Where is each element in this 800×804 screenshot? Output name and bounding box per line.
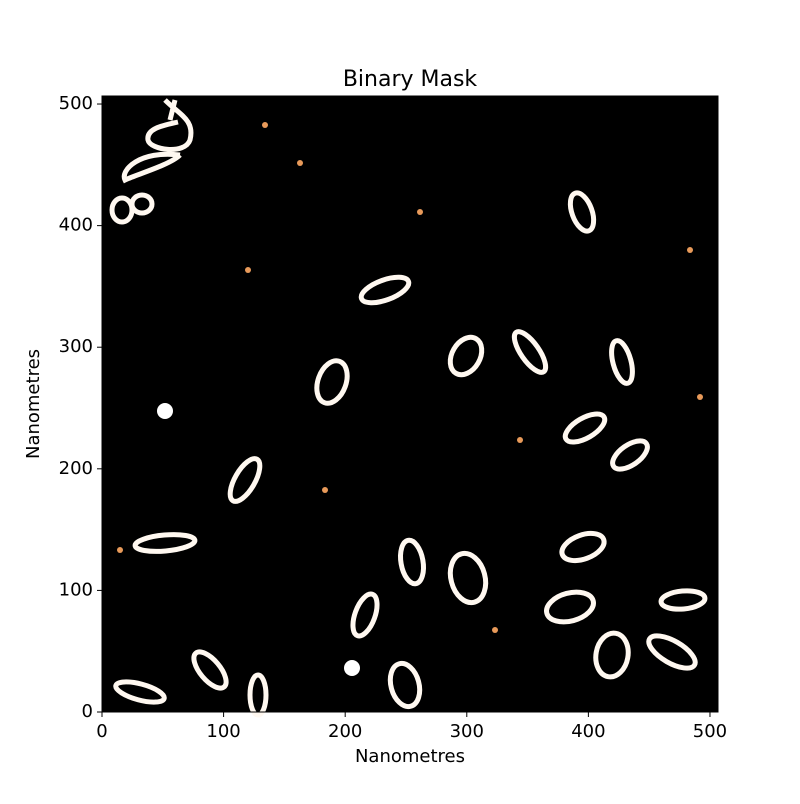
- x-tick-label: 100: [206, 721, 240, 742]
- x-tick-label: 200: [328, 721, 362, 742]
- y-tick-label: 500: [59, 93, 93, 114]
- y-tick-label: 100: [59, 579, 93, 600]
- x-tick-label: 500: [693, 721, 727, 742]
- x-tick-label: 300: [450, 721, 484, 742]
- mask-shapes: [109, 98, 708, 718]
- y-tick-label: 200: [59, 458, 93, 479]
- y-tick-label: 300: [59, 336, 93, 357]
- x-tick-label: 0: [96, 721, 107, 742]
- y-axis-label: Nanometres: [23, 349, 44, 459]
- y-tick-label: 0: [82, 701, 93, 722]
- image-area: [102, 96, 718, 712]
- y-tick-label: 400: [59, 215, 93, 236]
- x-tick-label: 400: [571, 721, 605, 742]
- axes-frame: [101, 95, 719, 713]
- chart-title: Binary Mask: [343, 67, 478, 92]
- x-axis-label: Nanometres: [355, 746, 465, 767]
